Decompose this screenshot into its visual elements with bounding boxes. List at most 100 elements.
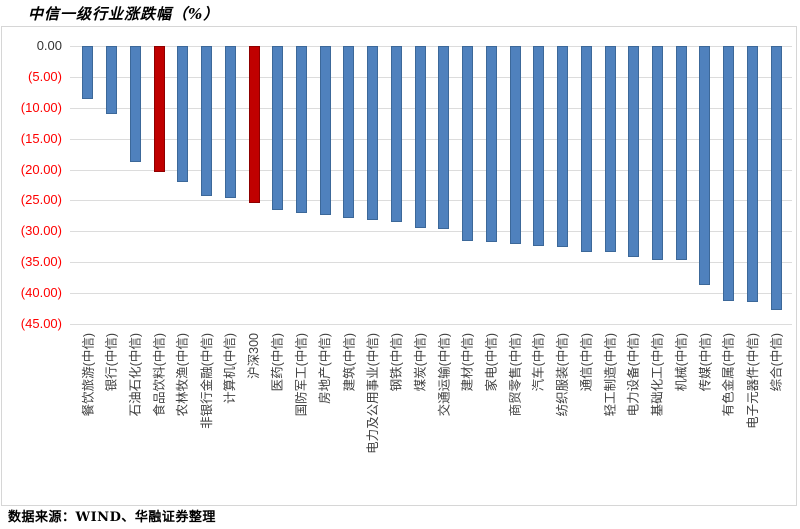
bar <box>414 46 426 228</box>
x-axis-category-label: 餐饮旅游(中信) <box>80 333 95 417</box>
bar <box>557 46 569 248</box>
gridline <box>70 107 792 109</box>
y-axis: 0.00 (5.00) (10.00) (15.00) (20.00) (25.00) (3… <box>0 38 64 336</box>
x-axis-category-label: 医药(中信) <box>270 333 285 392</box>
x-axis-category: 煤炭(中信) <box>408 331 432 501</box>
gridline <box>70 324 792 325</box>
y-axis-tick-label: (5.00) <box>28 68 62 84</box>
bar <box>628 46 640 258</box>
x-axis-category-label: 计算机(中信) <box>223 333 238 404</box>
bar <box>604 46 616 253</box>
bar <box>485 46 497 242</box>
x-axis-category-label: 交通运输(中信) <box>436 333 451 417</box>
bar <box>82 46 94 100</box>
bar <box>462 46 474 242</box>
y-axis-tick-label: (10.00) <box>20 99 62 115</box>
x-axis-category-label: 轻工制造(中信) <box>602 333 617 417</box>
x-axis-category: 银行(中信) <box>100 331 124 501</box>
y-axis-tick-label: (45.00) <box>20 316 62 331</box>
bar <box>580 46 592 252</box>
gridline <box>70 76 792 78</box>
y-axis-tick-label: (25.00) <box>20 192 62 208</box>
x-axis-category-label: 基础化工(中信) <box>650 333 665 417</box>
y-axis-tick-label: 0.00 <box>36 38 62 53</box>
x-axis-category-label: 沪深300 <box>246 333 261 379</box>
x-axis-category: 家电(中信) <box>479 331 503 501</box>
bar <box>438 46 450 229</box>
x-axis-category: 房地产(中信) <box>313 331 337 501</box>
gridline <box>70 200 792 202</box>
x-axis-category-label: 机械(中信) <box>674 333 689 392</box>
x-axis-category: 计算机(中信) <box>218 331 242 501</box>
y-axis-tick-label: (30.00) <box>20 223 62 239</box>
bar <box>272 46 284 210</box>
x-axis-category: 石油石化(中信) <box>123 331 147 501</box>
bar <box>651 46 663 261</box>
x-axis-category-label: 建材(中信) <box>460 333 475 392</box>
x-axis-category: 餐饮旅游(中信) <box>76 331 100 501</box>
x-axis-category-label: 煤炭(中信) <box>413 333 428 392</box>
y-axis-tick-label: (35.00) <box>20 254 62 270</box>
bar <box>699 46 711 286</box>
bar <box>367 46 379 220</box>
x-axis-category: 基础化工(中信) <box>646 331 670 501</box>
x-axis: 餐饮旅游(中信) 银行(中信) 石油石化(中信) 食品饮料(中信) 农林牧渔(中信) 非银… <box>76 331 788 501</box>
bar <box>319 46 331 215</box>
x-axis-category: 有色金属(中信) <box>717 331 741 501</box>
gridline <box>70 169 792 171</box>
gridline <box>70 293 792 295</box>
x-axis-category-label: 非银行金融(中信) <box>199 333 214 429</box>
x-axis-category: 非银行金融(中信) <box>195 331 219 501</box>
x-axis-category: 国防军工(中信) <box>290 331 314 501</box>
x-axis-category: 纺织服装(中信) <box>551 331 575 501</box>
x-axis-category: 医药(中信) <box>266 331 290 501</box>
x-axis-category: 传媒(中信) <box>693 331 717 501</box>
gridline-layer <box>70 46 792 326</box>
y-axis-tick-label: (20.00) <box>20 161 62 177</box>
gridline <box>70 231 792 233</box>
x-axis-category-label: 纺织服装(中信) <box>555 333 570 417</box>
x-axis-category-label: 房地产(中信) <box>318 333 333 404</box>
bar <box>723 46 735 301</box>
gridline <box>70 262 792 264</box>
x-axis-category-label: 汽车(中信) <box>531 333 546 392</box>
y-axis-tick-label: (15.00) <box>20 130 62 146</box>
x-axis-category: 食品饮料(中信) <box>147 331 171 501</box>
x-axis-category-label: 通信(中信) <box>579 333 594 392</box>
bar-highlighted <box>248 46 260 203</box>
bar <box>224 46 236 198</box>
x-axis-category-label: 农林牧渔(中信) <box>175 333 190 417</box>
x-axis-category-label: 建筑(中信) <box>341 333 356 392</box>
gridline <box>70 46 792 47</box>
bar <box>177 46 189 182</box>
x-axis-category-label: 电力及公用事业(中信) <box>365 333 380 454</box>
bar <box>106 46 118 114</box>
x-axis-category-label: 食品饮料(中信) <box>152 333 167 417</box>
bar-highlighted <box>153 46 165 173</box>
x-axis-category: 电力设备(中信) <box>622 331 646 501</box>
bar <box>201 46 213 197</box>
x-axis-category-label: 传媒(中信) <box>697 333 712 392</box>
bar <box>129 46 141 162</box>
x-axis-category: 电子元器件(中信) <box>741 331 765 501</box>
x-axis-category: 机械(中信) <box>669 331 693 501</box>
bar <box>295 46 307 213</box>
x-axis-category: 汽车(中信) <box>527 331 551 501</box>
x-axis-category-label: 家电(中信) <box>484 333 499 392</box>
plot-area <box>76 46 788 324</box>
x-axis-category: 商贸零售(中信) <box>503 331 527 501</box>
x-axis-category-label: 电子元器件(中信) <box>745 333 760 429</box>
x-axis-category: 钢铁(中信) <box>385 331 409 501</box>
x-axis-category-label: 银行(中信) <box>104 333 119 392</box>
chart-title: 中信一级行业涨跌幅（%） <box>28 5 220 23</box>
y-axis-tick-label: (40.00) <box>20 285 62 301</box>
x-axis-category-label: 石油石化(中信) <box>128 333 143 417</box>
bar <box>533 46 545 247</box>
x-axis-category: 轻工制造(中信) <box>598 331 622 501</box>
bar <box>746 46 758 303</box>
x-axis-category: 沪深300 <box>242 331 266 501</box>
bar <box>770 46 782 311</box>
bar <box>343 46 355 218</box>
x-axis-category-label: 国防军工(中信) <box>294 333 309 417</box>
x-axis-category: 通信(中信) <box>574 331 598 501</box>
